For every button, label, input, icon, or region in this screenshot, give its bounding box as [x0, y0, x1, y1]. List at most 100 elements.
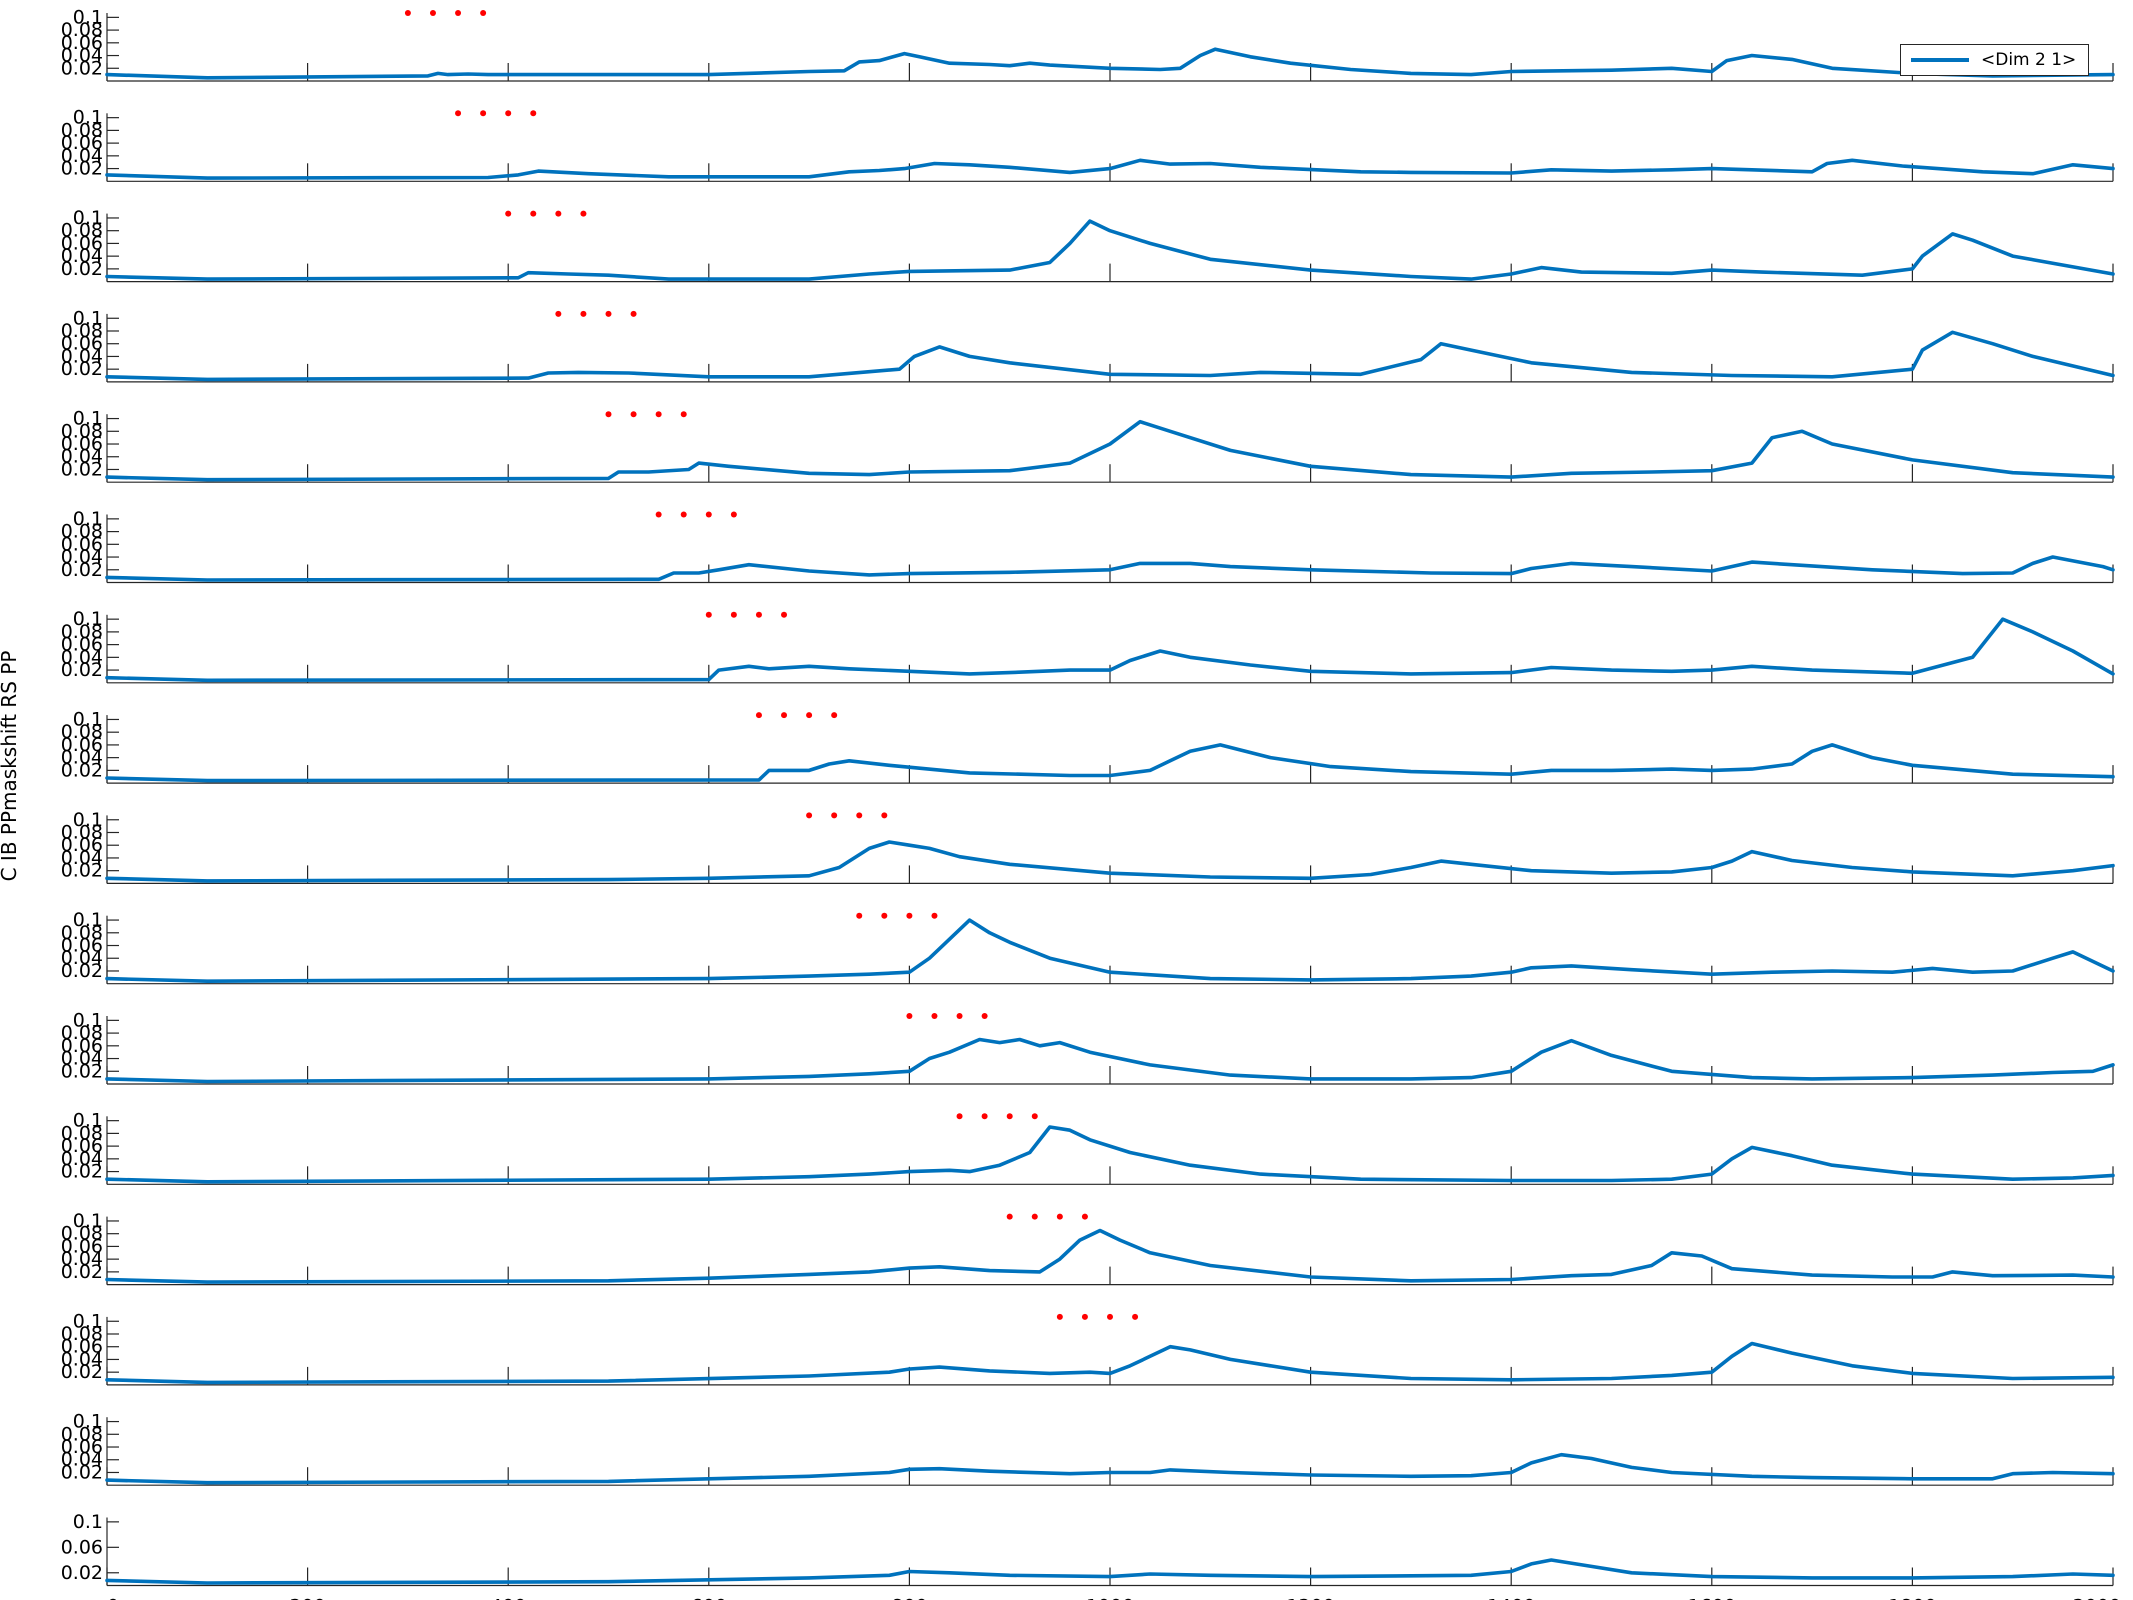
- event-marker: [881, 912, 888, 919]
- panel-y-tick-label: 0.1: [73, 107, 103, 129]
- event-marker: [655, 511, 662, 518]
- series-line: [105, 419, 2115, 482]
- event-marker: [455, 10, 462, 16]
- panel-y-tick-label: 0.08: [61, 821, 103, 843]
- panel-y-tick-label: 0.1: [73, 1310, 103, 1332]
- panel-2: 0.020.040.060.080.1: [61, 107, 2115, 182]
- panel-y-tick-label: 0.1: [73, 809, 103, 831]
- panel-y-tick-label: 0.06: [61, 1436, 103, 1458]
- event-marker: [705, 611, 712, 618]
- panel-y-tick-label: 0.04: [61, 1449, 103, 1471]
- series-line: [105, 47, 2115, 80]
- event-marker: [605, 411, 612, 418]
- event-marker: [981, 1013, 988, 1019]
- panel-y-tick-label: 0.02: [61, 1261, 103, 1283]
- panel-y-tick-label: 0.04: [61, 947, 103, 969]
- panel-9: 0.020.040.060.080.1: [61, 809, 2115, 885]
- event-marker: [956, 1113, 963, 1120]
- series-line: [105, 840, 2115, 883]
- event-marker: [1056, 1313, 1063, 1320]
- panel-14: 0.020.040.060.080.1: [61, 1310, 2115, 1386]
- panel-y-tick-label: 0.1: [73, 1411, 103, 1433]
- panel-y-tick-label: 0.1: [73, 1210, 103, 1232]
- series-line: [105, 1037, 2115, 1084]
- event-marker: [555, 210, 562, 217]
- series-line: [105, 617, 2115, 683]
- legend: <Dim 2 1>: [1900, 44, 2089, 76]
- series-line: [105, 1228, 2115, 1284]
- event-marker: [831, 712, 838, 719]
- event-marker: [755, 712, 762, 719]
- panel-y-tick-label: 0.04: [61, 546, 103, 568]
- panel-y-tick-label: 0.06: [61, 1035, 103, 1057]
- event-marker: [881, 812, 888, 819]
- panel-y-tick-label: 0.08: [61, 1122, 103, 1144]
- panel-y-tick-label: 0.02: [61, 559, 103, 581]
- panel-y-tick-label: 0.08: [61, 320, 103, 342]
- panel-y-tick-label: 0.08: [61, 1423, 103, 1445]
- event-marker: [981, 1113, 988, 1120]
- panel-y-tick-label: 0.02: [61, 57, 103, 79]
- x-tick-label: 200: [289, 1596, 325, 1600]
- panel-y-tick-label: 0.04: [61, 1248, 103, 1270]
- panel-y-tick-label: 0.02: [61, 1562, 103, 1584]
- event-marker: [530, 110, 537, 117]
- panel-y-tick-label: 0.1: [73, 1511, 103, 1533]
- panel-y-tick-label: 0.08: [61, 220, 103, 242]
- panel-15: 0.020.040.060.080.1: [61, 1411, 2115, 1486]
- event-marker: [831, 812, 838, 819]
- panel-y-tick-label: 0.08: [61, 521, 103, 543]
- series-line: [105, 1558, 2115, 1585]
- panel-y-tick-label: 0.08: [61, 1022, 103, 1044]
- panel-y-tick-label: 0.1: [73, 708, 103, 730]
- panel-y-tick-label: 0.02: [61, 358, 103, 380]
- event-marker: [1107, 1313, 1113, 1320]
- panel-y-tick-label: 0.04: [61, 345, 103, 367]
- panel-y-tick-label: 0.06: [61, 32, 103, 54]
- panel-10: 0.020.040.060.080.1: [61, 909, 2115, 985]
- panel-y-tick-label: 0.02: [61, 258, 103, 280]
- event-marker: [555, 310, 562, 317]
- event-marker: [455, 110, 462, 117]
- panel-y-tick-label: 0.06: [61, 132, 103, 154]
- panel-4: 0.020.040.060.080.1: [61, 307, 2115, 383]
- panel-y-tick-label: 0.04: [61, 747, 103, 769]
- panel-y-tick-label: 0.1: [73, 207, 103, 229]
- series-line: [105, 1452, 2115, 1485]
- panel-11: 0.020.040.060.080.1: [61, 1009, 2115, 1085]
- panel-6: 0.020.040.060.080.1: [61, 508, 2115, 584]
- series-line: [105, 918, 2115, 983]
- panel-y-tick-label: 0.06: [61, 533, 103, 555]
- y-axis-label: C IB PPmaskshift RS PP: [0, 651, 21, 882]
- panel-y-tick-label: 0.06: [61, 935, 103, 957]
- panel-y-tick-label: 0.1: [73, 1110, 103, 1132]
- panel-y-tick-label: 0.04: [61, 1348, 103, 1370]
- series-line: [105, 555, 2115, 582]
- event-marker: [705, 511, 712, 518]
- x-tick-label: 1000: [1086, 1596, 1134, 1600]
- panel-y-tick-label: 0.04: [61, 646, 103, 668]
- event-marker: [806, 812, 813, 819]
- event-marker: [505, 110, 512, 117]
- event-marker: [655, 411, 662, 418]
- event-marker: [1081, 1313, 1088, 1320]
- event-marker: [781, 712, 788, 719]
- panel-y-tick-label: 0.06: [61, 834, 103, 856]
- event-marker: [404, 10, 411, 16]
- x-tick-label: 1200: [1286, 1596, 1334, 1600]
- panel-12: 0.020.040.060.080.1: [61, 1110, 2115, 1185]
- panel-8: 0.020.040.060.080.1: [61, 708, 2115, 784]
- panel-y-tick-label: 0.02: [61, 1161, 103, 1183]
- chart-panels: 0.020.040.060.080.10.020.040.060.080.10.…: [61, 6, 2115, 1587]
- x-tick-label: 1800: [1888, 1596, 1936, 1600]
- event-marker: [630, 310, 637, 317]
- panel-7: 0.020.040.060.080.1: [61, 608, 2115, 684]
- x-tick-label: 0: [107, 1596, 119, 1600]
- panel-y-tick-label: 0.02: [61, 860, 103, 882]
- panel-3: 0.020.040.060.080.1: [61, 207, 2115, 283]
- event-marker: [755, 611, 762, 618]
- event-marker: [931, 1013, 938, 1019]
- x-tick-label: 400: [490, 1596, 526, 1600]
- panel-y-tick-label: 0.08: [61, 621, 103, 643]
- panel-y-tick-label: 0.04: [61, 1148, 103, 1170]
